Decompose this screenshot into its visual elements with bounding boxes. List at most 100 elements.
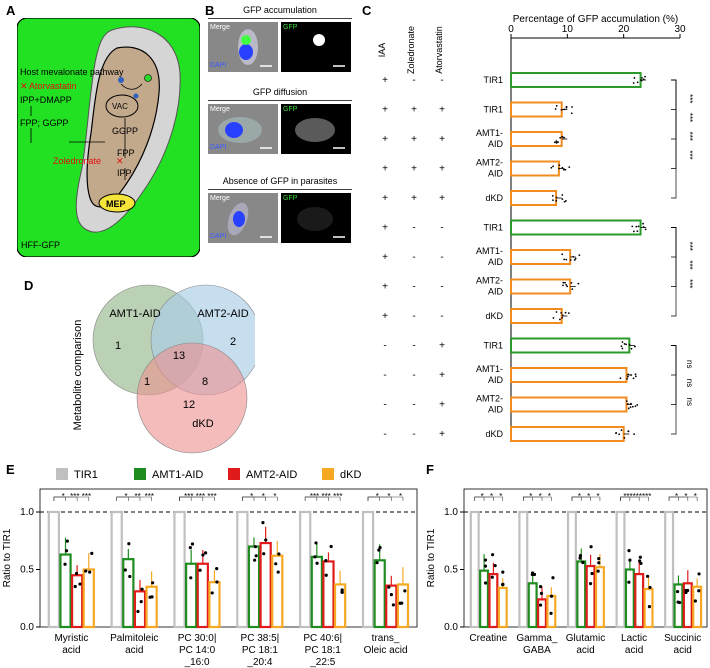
panel-label-c: C — [362, 3, 372, 18]
c-point — [555, 141, 558, 144]
sig-label: *** — [184, 492, 193, 501]
c-point — [562, 284, 564, 287]
c-point — [559, 318, 561, 321]
c-bar — [510, 426, 625, 442]
c-point — [561, 253, 564, 256]
vac-organelle — [105, 94, 139, 118]
micro-title-3: Absence of GFP in parasites — [222, 176, 338, 186]
data-point — [203, 551, 208, 555]
sig-label: * — [548, 492, 551, 501]
c-sign-iaa: + — [382, 223, 388, 234]
bar-dkd — [692, 585, 703, 629]
data-point — [276, 570, 280, 574]
c-point — [572, 255, 575, 258]
category-label: Myristic — [54, 633, 88, 644]
c-point — [634, 405, 637, 408]
c-point — [563, 258, 566, 261]
data-point — [628, 558, 632, 562]
sig-label: * — [262, 492, 265, 501]
data-point — [215, 567, 219, 571]
c-bar — [510, 308, 563, 324]
data-point — [128, 574, 132, 579]
y-axis-label: Ratio to TIR1 — [426, 528, 437, 587]
c-point — [560, 311, 563, 314]
merge-label: Merge — [210, 106, 230, 113]
c-sign-zol: - — [412, 252, 415, 263]
c-point — [570, 112, 573, 115]
c-sign-iaa: + — [382, 75, 388, 86]
c-tick-label: 20 — [618, 24, 630, 35]
c-point — [642, 226, 645, 228]
category-label: Palmitoleic — [110, 633, 158, 644]
sig-label: * — [597, 492, 600, 501]
c-point — [568, 166, 571, 168]
data-point — [313, 555, 317, 559]
c-point — [629, 402, 632, 405]
c-point — [637, 225, 640, 228]
c-sign-zol: - — [412, 400, 415, 411]
c-sign-iaa: + — [382, 164, 388, 175]
data-point — [403, 589, 407, 593]
c-point — [565, 106, 568, 109]
data-point — [588, 582, 593, 586]
bar-tir1 — [110, 510, 123, 629]
data-point — [314, 541, 318, 545]
legend-swatch — [322, 468, 334, 480]
c-point — [555, 105, 558, 107]
c-point — [629, 406, 632, 409]
venn-count-amt1-dkd: 1 — [144, 376, 150, 388]
c-point — [571, 288, 574, 291]
c-row-label: AID — [488, 257, 504, 267]
sig-label: *** — [310, 492, 319, 501]
venn-diagram: Metabolite comparison AMT1-AID AMT2-AID … — [72, 284, 255, 454]
data-point — [387, 585, 391, 589]
c-point — [636, 230, 639, 233]
c-row-label: AMT2- — [476, 394, 503, 404]
c-point — [558, 164, 561, 167]
c-sig-label: *** — [685, 242, 694, 251]
data-point — [532, 572, 537, 577]
gfp-label: GFP — [283, 106, 298, 113]
data-point — [261, 521, 265, 525]
category-label: PC 30:0| — [178, 633, 217, 644]
data-point — [329, 544, 333, 549]
c-point — [636, 81, 639, 84]
c-point — [561, 314, 564, 317]
data-point — [627, 549, 631, 553]
gfp-label: GFP — [283, 195, 298, 202]
legend-swatch — [56, 468, 68, 480]
data-point — [400, 601, 404, 605]
c-sign-zol: + — [411, 164, 417, 175]
venn-ylabel: Metabolite comparison — [72, 320, 84, 431]
c-point — [635, 225, 638, 228]
data-point — [315, 561, 319, 565]
c-point — [627, 430, 630, 433]
merge-label: Merge — [210, 195, 230, 202]
c-sig-bracket — [671, 79, 677, 110]
data-point — [501, 583, 505, 587]
category-label: PC 38:5| — [241, 633, 280, 644]
gfp-image-2: GFP — [281, 104, 351, 154]
data-point — [274, 562, 278, 566]
data-point — [74, 571, 79, 576]
c-point — [630, 347, 633, 350]
c-point — [550, 166, 553, 169]
data-point — [578, 554, 583, 558]
panel-label-a: A — [6, 3, 16, 18]
category-label: Lactic — [621, 633, 647, 644]
c-point — [642, 78, 645, 81]
legend-label: TIR1 — [74, 469, 98, 481]
c-point — [553, 141, 556, 144]
data-point — [254, 554, 258, 558]
merge-image-3: Merge DAPI — [208, 193, 278, 243]
c-sign-zol: + — [411, 105, 417, 116]
c-point — [554, 108, 557, 110]
c-point — [578, 254, 581, 257]
bar-amt1-aid — [122, 558, 135, 629]
bar-amt2-aid — [322, 560, 335, 629]
data-point — [253, 558, 257, 562]
data-point — [590, 571, 594, 576]
data-point — [262, 552, 266, 556]
category-label: Creatine — [469, 633, 507, 644]
c-point — [577, 282, 580, 285]
